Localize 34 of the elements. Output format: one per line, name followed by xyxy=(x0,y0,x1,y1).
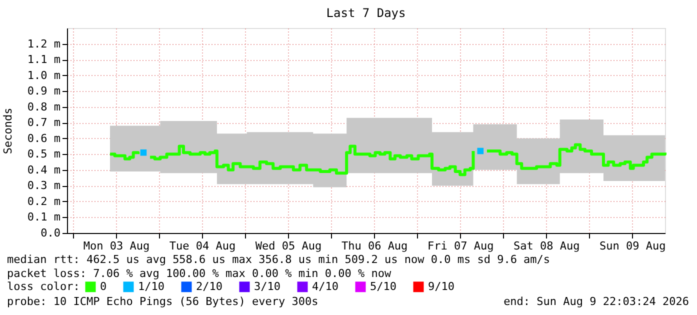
text: probe: 10 ICMP Echo Pings (56 Bytes) every 300s xyxy=(7,295,318,308)
text: end: Sun Aug 9 22:03:24 2026 xyxy=(504,295,689,308)
x-tick-label: Thu 06 Aug xyxy=(341,240,408,252)
y-tick-label: 0.5 m xyxy=(27,148,61,161)
text: packet loss: 7.06 % avg 100.00 % max 0.00 % min 0.00 % now xyxy=(7,267,392,280)
x-tick-label: Wed 05 Aug xyxy=(255,240,322,252)
x-tick-label: Fri 07 Aug xyxy=(427,240,494,252)
legend-label: 2/10 xyxy=(196,280,222,293)
x-tick-label: Tue 04 Aug xyxy=(169,240,236,252)
y-tick-label: 1.0 m xyxy=(27,68,61,82)
legend-label: 5/10 xyxy=(370,280,396,293)
chart-title: Last 7 Days xyxy=(326,6,406,20)
y-tick-label: 0.1 m xyxy=(27,210,61,224)
y-tick-label: 0.8 m xyxy=(27,100,61,114)
text: median rtt: 462.5 us avg 558.6 us max 356.8 us min 509.2 us now 0.0 ms sd 9.6 am/s xyxy=(7,253,550,266)
y-tick-label: 0.0 xyxy=(40,226,60,240)
y-tick-label: 0.7 m xyxy=(27,116,61,130)
y-tick-label: 0.6 m xyxy=(27,132,61,145)
y-axis-title: Seconds xyxy=(1,108,14,154)
y-tick-label: 1.1 m xyxy=(27,53,61,66)
legend-label: 9/10 xyxy=(428,280,454,293)
x-tick-label: Mon 03 Aug xyxy=(83,240,150,252)
y-tick-label: 0.2 m xyxy=(27,194,61,208)
y-tick-label: 0.9 m xyxy=(27,84,61,98)
legend-label: 4/10 xyxy=(312,280,338,293)
legend-label: 3/10 xyxy=(254,280,280,293)
legend-label: 0 xyxy=(100,280,107,293)
y-tick-label: 0.4 m xyxy=(27,163,61,176)
legend-title: loss color: xyxy=(7,280,80,293)
x-tick-label: Sun 09 Aug xyxy=(600,240,666,252)
x-tick-label: Sat 08 Aug xyxy=(514,240,580,252)
y-tick-label: 1.2 m xyxy=(27,37,61,50)
y-tick-label: 0.3 m xyxy=(27,179,61,192)
legend-label: 1/10 xyxy=(138,280,164,293)
